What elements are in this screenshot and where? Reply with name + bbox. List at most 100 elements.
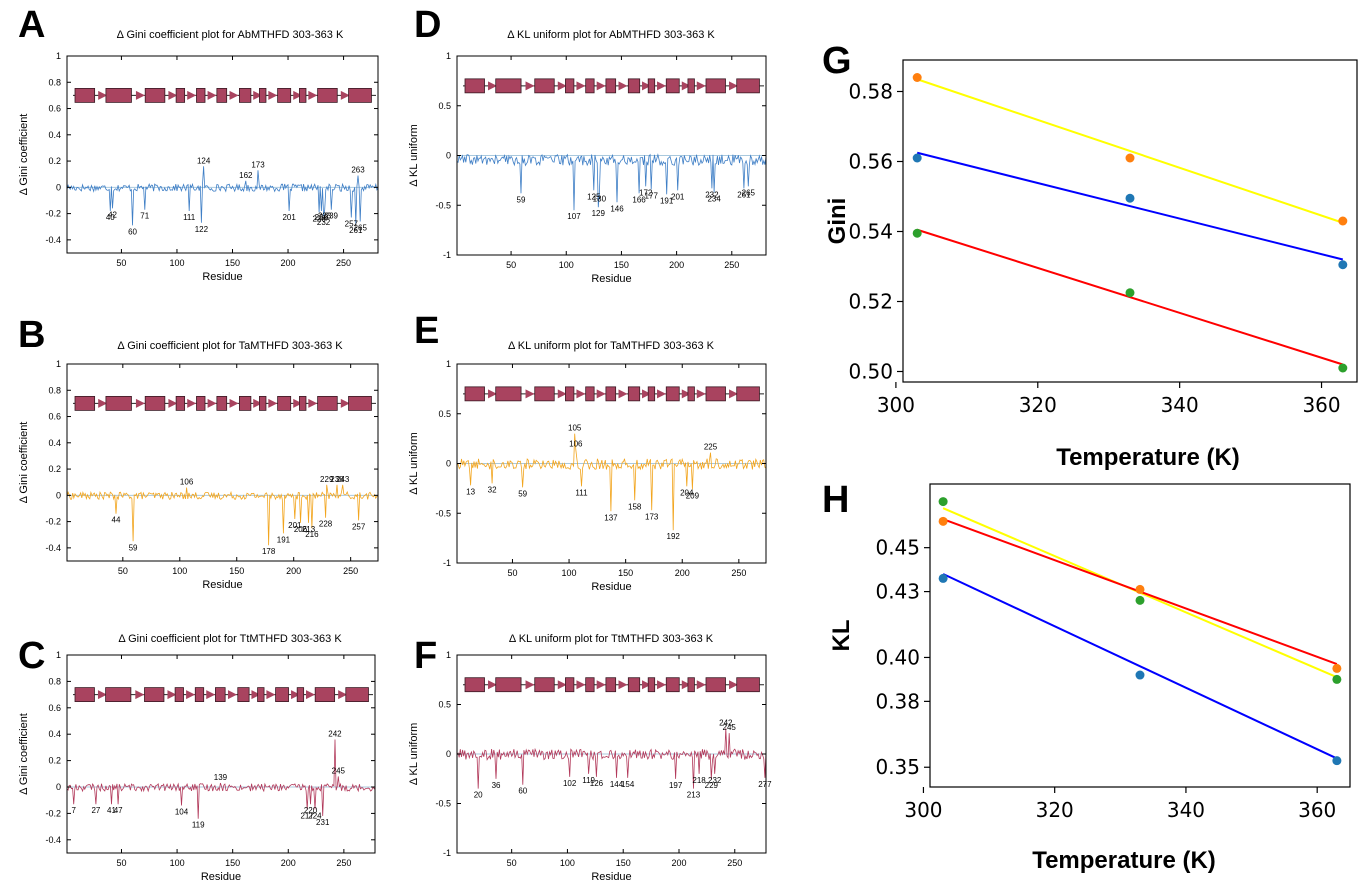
- y-tick-label: -0.2: [45, 808, 61, 818]
- x-tick-label: 250: [336, 858, 351, 868]
- peak-label: 173: [251, 160, 265, 169]
- x-axis-label: Residue: [201, 871, 241, 883]
- helix-block: [627, 386, 641, 402]
- y-tick-label: 0.58: [848, 80, 893, 104]
- peak-label: 166: [632, 195, 646, 204]
- x-tick-label: 320: [1036, 798, 1074, 822]
- strand-arrow: [642, 680, 652, 690]
- peak-label: 231: [316, 818, 330, 827]
- strand-arrow: [207, 398, 217, 408]
- panel-d: D Δ KL uniform plot for AbMTHFD 303-363 K…: [408, 4, 767, 285]
- peak-label: 144: [610, 780, 624, 789]
- x-tick-label: 200: [286, 566, 301, 576]
- peak-label: 122: [195, 225, 209, 234]
- strand-arrow: [557, 389, 567, 399]
- peak-label: 257: [345, 220, 359, 229]
- helix-block: [534, 78, 555, 94]
- x-tick-label: 200: [669, 260, 684, 270]
- y-tick-label: 0.5: [438, 409, 451, 419]
- strand-arrow: [657, 680, 667, 690]
- strand-arrow: [576, 389, 586, 399]
- y-tick-label: 1: [56, 51, 61, 61]
- x-tick-label: 250: [727, 858, 742, 868]
- peak-label: 42: [108, 210, 117, 219]
- y-tick-label: -0.4: [45, 543, 61, 553]
- plot-frame: [929, 483, 1351, 788]
- peak-label: 242: [328, 729, 342, 738]
- strand-arrow: [618, 389, 628, 399]
- x-axis-label: Residue: [202, 271, 242, 283]
- peak-label: 60: [518, 787, 527, 796]
- strand-arrow: [253, 90, 263, 100]
- helix-block: [585, 677, 595, 693]
- strand-arrow: [729, 680, 739, 690]
- x-tick-label: 200: [671, 858, 686, 868]
- y-tick-label: 0: [446, 459, 451, 469]
- data-point: [1125, 193, 1135, 203]
- data-point: [938, 516, 948, 526]
- peak-label: 107: [567, 212, 581, 221]
- y-tick-label: 0.8: [48, 77, 61, 87]
- peak-label: 47: [114, 806, 123, 815]
- peak-label: 232: [708, 776, 722, 785]
- helix-block: [687, 78, 695, 94]
- strand-arrow: [98, 90, 108, 100]
- helix-block: [216, 88, 228, 103]
- helix-block: [174, 687, 184, 702]
- x-axis-label: Residue: [591, 581, 631, 593]
- strand-arrow: [618, 680, 628, 690]
- helix-block: [665, 78, 680, 94]
- strand-arrow: [576, 81, 586, 91]
- peak-label: 40: [106, 213, 115, 222]
- panel-label: C: [18, 635, 45, 677]
- helix-block: [534, 677, 555, 693]
- y-tick-label: 0.4: [48, 729, 61, 739]
- x-tick-label: 200: [675, 568, 690, 578]
- y-tick-label: 0.6: [48, 412, 61, 422]
- peak-label: 232: [705, 190, 719, 199]
- helix-block: [215, 687, 226, 702]
- panel-e: E Δ KL uniform plot for TaMTHFD 303-363 K…: [408, 310, 767, 593]
- peak-label: 229: [705, 781, 719, 790]
- helix-block: [534, 386, 555, 402]
- peak-label: 111: [575, 488, 588, 497]
- peak-label: 216: [305, 530, 319, 539]
- peak-label: 201: [288, 521, 302, 530]
- y-tick-label: 1: [446, 359, 451, 369]
- peak-label: 20: [474, 791, 483, 800]
- strand-arrow: [340, 398, 350, 408]
- peak-label: 119: [192, 821, 205, 830]
- strand-arrow: [338, 690, 348, 700]
- y-tick-label: 0.40: [875, 645, 920, 669]
- y-tick-label: 0.56: [848, 150, 893, 174]
- strand-arrow: [308, 398, 318, 408]
- helix-block: [74, 687, 95, 702]
- peak-label: 261: [349, 226, 363, 235]
- helix-block: [259, 88, 267, 103]
- helix-block: [647, 386, 656, 402]
- peak-label: 257: [352, 522, 366, 531]
- peak-label: 213: [687, 791, 701, 800]
- peak-label: 139: [214, 773, 228, 782]
- helix-block: [105, 88, 132, 103]
- y-axis-label: Δ KL uniform: [408, 432, 420, 495]
- peak-label: 232: [317, 218, 331, 227]
- strand-arrow: [291, 690, 301, 700]
- y-axis-label: Gini: [824, 198, 851, 245]
- x-tick-label: 100: [170, 858, 185, 868]
- helix-block: [144, 88, 166, 103]
- peak-label: 197: [669, 781, 683, 790]
- peak-label: 233: [318, 212, 332, 221]
- helix-block: [687, 386, 695, 402]
- strand-arrow: [167, 690, 177, 700]
- data-point: [1332, 674, 1342, 684]
- y-tick-label: -0.2: [45, 517, 61, 527]
- x-tick-label: 50: [506, 260, 516, 270]
- strand-arrow: [681, 81, 691, 91]
- x-axis-label: Temperature (K): [1032, 847, 1216, 874]
- peak-label: 36: [492, 781, 501, 790]
- y-tick-label: -1: [443, 848, 451, 858]
- strand-arrow: [207, 90, 217, 100]
- peak-label: 225: [704, 443, 718, 452]
